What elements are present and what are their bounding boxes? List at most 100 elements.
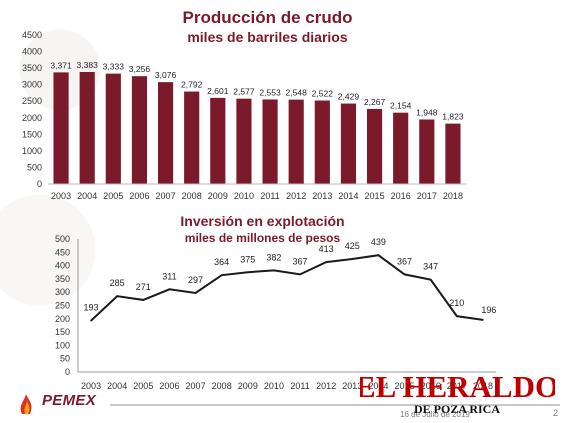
slide-date: 16 de Julio de 2019: [400, 410, 470, 419]
bar-y-tick-label: 4000: [22, 47, 42, 57]
page-number: 2: [553, 408, 559, 418]
bar-x-tick-label: 2008: [182, 191, 202, 201]
line-point-2007: [194, 292, 197, 294]
line-y-tick-label: 200: [55, 314, 70, 324]
bar-x-tick-label: 2016: [391, 191, 411, 201]
line-point-2011: [299, 273, 301, 276]
pemex-brand: PEMEX: [42, 392, 97, 409]
bar-y-tick-label: 1500: [22, 129, 42, 139]
bar-y-tick-label: 2000: [22, 113, 42, 123]
bar-2018: [445, 123, 461, 184]
bar-chart-subtitle: miles de barriles diarios: [187, 29, 348, 45]
bar-x-tick-label: 2009: [208, 191, 228, 201]
line-data-label: 375: [240, 254, 255, 264]
line-chart-subtitle: miles de millones de pesos: [184, 231, 341, 245]
bar-y-tick-label: 4500: [22, 30, 42, 40]
line-point-2010: [273, 269, 275, 272]
line-point-2014: [377, 254, 380, 257]
bar-2013: [314, 100, 330, 184]
bar-2009: [210, 97, 226, 184]
bar-y-tick-label: 1000: [22, 146, 42, 156]
line-y-tick-label: 400: [55, 261, 70, 271]
line-x-tick-label: 2003: [81, 381, 101, 391]
bar-x-tick-label: 2011: [260, 191, 279, 201]
bar-data-label: 2,553: [259, 87, 281, 97]
line-point-2003: [90, 319, 92, 322]
bar-data-label: 2,601: [207, 86, 229, 96]
bar-2016: [393, 112, 409, 184]
line-data-label: 425: [345, 241, 360, 251]
bar-x-tick-label: 2007: [156, 191, 176, 201]
line-data-label: 382: [266, 252, 281, 262]
line-y-tick-label: 0: [65, 367, 70, 377]
bar-x-tick-label: 2013: [312, 191, 332, 201]
line-point-2009: [247, 271, 249, 274]
line-x-tick-label: 2010: [264, 381, 284, 391]
bar-y-tick-label: 500: [27, 162, 42, 172]
bar-2017: [419, 119, 435, 184]
line-y-tick-label: 150: [55, 327, 70, 337]
bar-x-tick-label: 2014: [338, 191, 358, 201]
line-point-2012: [325, 261, 327, 263]
pemex-logo-icon: [20, 394, 32, 414]
bar-data-label: 2,429: [338, 92, 360, 102]
bar-2005: [105, 73, 121, 184]
line-point-2013: [351, 258, 354, 260]
bar-data-label: 1,948: [416, 107, 438, 117]
bar-x-tick-label: 2004: [77, 191, 97, 201]
bar-x-tick-label: 2003: [51, 191, 71, 201]
line-x-tick-label: 2008: [212, 381, 232, 391]
bar-2015: [366, 108, 383, 184]
line-data-label: 367: [293, 256, 308, 266]
line-y-tick-label: 300: [55, 287, 70, 297]
bar-y-tick-label: 2500: [22, 96, 42, 106]
line-x-tick-label: 2007: [186, 381, 206, 391]
bar-2011: [262, 99, 278, 184]
line-data-label: 193: [84, 303, 99, 313]
line-data-label: 210: [449, 298, 464, 308]
bar-data-label: 2,522: [312, 88, 334, 98]
line-data-label: 413: [319, 244, 334, 254]
line-data-label: 271: [136, 282, 151, 292]
line-x-tick-label: 2014: [368, 381, 388, 391]
bar-2010: [236, 98, 252, 184]
bar-y-tick-label: 3500: [22, 63, 42, 73]
line-data-label: 347: [423, 262, 438, 272]
line-data-label: 367: [397, 256, 412, 266]
line-y-tick-label: 500: [55, 234, 70, 244]
bar-2012: [288, 99, 304, 184]
bar-x-tick-label: 2006: [129, 191, 149, 201]
line-x-tick-label: 2017: [447, 381, 467, 391]
line-point-2005: [142, 299, 145, 301]
bar-x-tick-label: 2018: [443, 191, 463, 201]
bar-2004: [79, 71, 95, 184]
el-heraldo-logo: EL HERALDO DE POZA RICA: [360, 370, 555, 416]
line-series-inversion: [90, 254, 484, 322]
bar-x-tick-label: 2017: [417, 191, 437, 201]
line-point-2004: [116, 295, 118, 297]
line-data-label: 297: [188, 275, 203, 285]
bar-data-label: 3,371: [50, 60, 72, 70]
line-point-2015: [403, 273, 406, 276]
line-x-tick-label: 2011: [290, 381, 309, 391]
bar-x-tick-label: 2012: [286, 191, 306, 201]
footer-divider: [110, 404, 560, 406]
line-y-tick-label: 250: [55, 301, 70, 311]
line-point-2006: [168, 288, 171, 291]
bar-data-label: 2,154: [390, 101, 412, 111]
line-x-tick-label: 2005: [133, 381, 153, 391]
bar-data-label: 2,267: [364, 97, 386, 107]
bar-2008: [184, 91, 200, 184]
line-point-2008: [220, 274, 223, 276]
line-x-tick-label: 2015: [395, 381, 415, 391]
line-x-tick-label: 2018: [473, 381, 493, 391]
line-y-tick-label: 350: [55, 274, 70, 284]
line-x-tick-label: 2004: [107, 381, 127, 391]
line-y-tick-label: 50: [60, 354, 70, 364]
bar-y-tick-label: 0: [37, 179, 42, 189]
bar-data-label: 2,792: [181, 80, 203, 90]
line-x-tick-label: 2006: [159, 381, 179, 391]
line-x-tick-label: 2016: [421, 381, 441, 391]
bar-data-label: 3,383: [77, 60, 99, 70]
